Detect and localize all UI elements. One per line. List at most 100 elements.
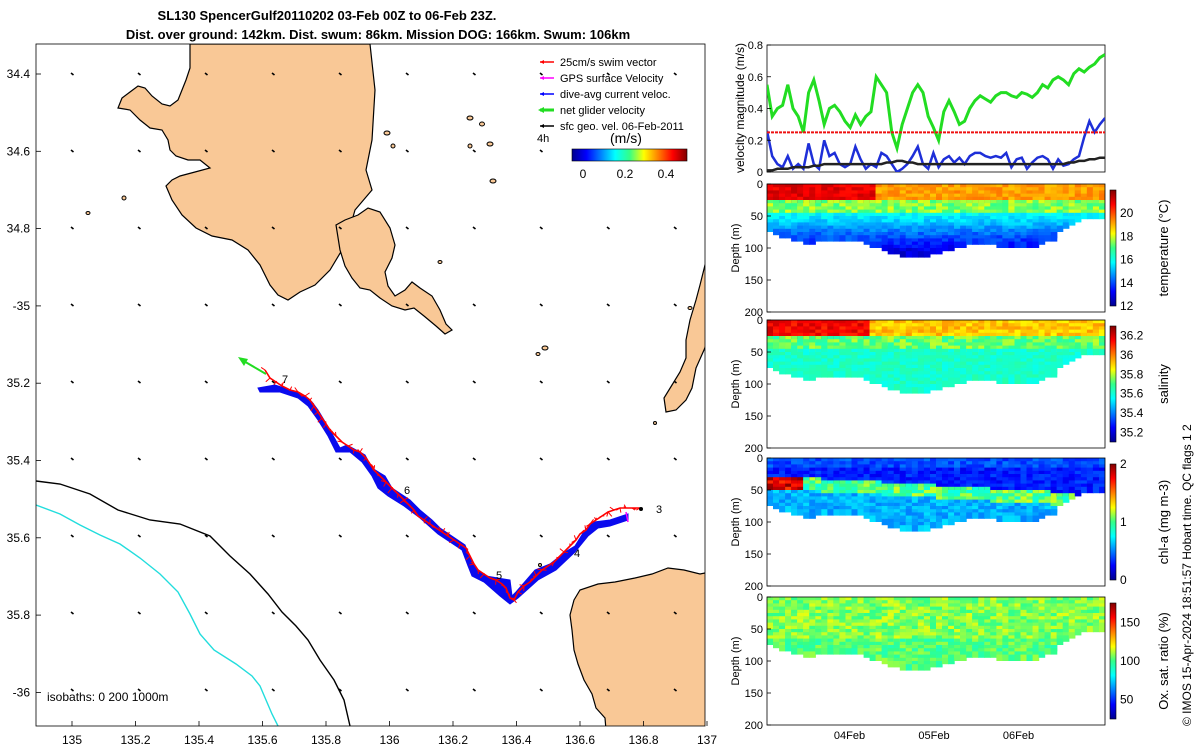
- section-cell: [984, 222, 991, 229]
- section-cell: [839, 235, 846, 242]
- lon-tick-label: 135.4: [184, 733, 214, 747]
- section-cell: [905, 190, 913, 197]
- section-cell: [875, 190, 883, 197]
- section-cell: [1086, 625, 1094, 633]
- section-cell: [972, 206, 979, 213]
- swim-vector-tick: [586, 523, 591, 527]
- section-cell: [1074, 342, 1082, 349]
- section-cell: [887, 238, 895, 245]
- legend-item-gps-velocity: GPS surface Velocity: [540, 73, 664, 85]
- section-cell: [1014, 377, 1022, 384]
- section-cell: [869, 241, 877, 248]
- section-cell: [869, 206, 877, 213]
- section-cell: [1038, 342, 1046, 349]
- section-cell: [773, 502, 780, 510]
- section-cell: [899, 326, 907, 333]
- section-cell: [887, 661, 895, 668]
- section-cell: [791, 496, 798, 503]
- sfc-vector: [137, 72, 141, 76]
- section-cell: [887, 496, 895, 503]
- section-cell: [978, 651, 985, 658]
- section-cell: [905, 358, 913, 365]
- section-cell: [833, 190, 840, 197]
- section-cell: [984, 238, 991, 245]
- section-cell: [1026, 326, 1034, 333]
- section-cell: [1086, 342, 1094, 349]
- section-cell: [948, 657, 955, 665]
- section-cell: [978, 342, 985, 349]
- section-cell: [809, 206, 816, 213]
- section-cell: [1020, 241, 1028, 248]
- swim-vector-tick: [275, 380, 278, 383]
- section-cell: [893, 384, 901, 391]
- swim-vector-tick: [559, 548, 565, 553]
- section-cell: [797, 342, 804, 349]
- section-cell: [1014, 654, 1022, 661]
- lon-tick-label: 136.6: [565, 733, 595, 747]
- section-cell: [821, 222, 828, 229]
- section-cell: [1099, 212, 1105, 220]
- section-cell: [767, 480, 774, 487]
- colorbar-tick-label: 12: [1120, 299, 1134, 313]
- section-cell: [1020, 374, 1028, 381]
- section-colorbar: [1109, 463, 1117, 581]
- section-cell: [881, 464, 889, 471]
- section-cell: [1002, 358, 1009, 365]
- section-cell: [1092, 480, 1100, 487]
- sfc-vector: [70, 149, 74, 153]
- section-cell: [1026, 358, 1034, 365]
- swim-vector-tick: [465, 547, 469, 550]
- colorbar-tick-label: 150: [1120, 615, 1140, 629]
- section-cell: [809, 464, 816, 471]
- section-cell: [1044, 235, 1052, 242]
- section-cell: [791, 326, 798, 333]
- sfc-vector: [271, 380, 275, 384]
- swim-vector-tick: [363, 457, 367, 461]
- swim-vector-tick: [479, 573, 485, 579]
- sfc-vector: [472, 72, 476, 76]
- section-cell: [1068, 190, 1076, 197]
- section-cell: [978, 222, 985, 229]
- section-cell: [905, 326, 913, 333]
- section-cell: [797, 648, 804, 655]
- section-cell: [803, 342, 810, 349]
- section-cell: [887, 190, 895, 197]
- section-ytick-label: 50: [751, 347, 763, 359]
- section-cell: [1032, 358, 1040, 365]
- section-ytick-label: 150: [745, 549, 763, 561]
- section-cell: [936, 496, 943, 503]
- sfc-vector: [137, 226, 141, 230]
- section-cell: [893, 496, 901, 503]
- section-cell: [905, 206, 913, 213]
- section-cell: [996, 654, 1003, 661]
- section-xtick-label: 04Feb: [834, 730, 865, 742]
- section-cell: [1044, 222, 1052, 229]
- section-cell: [911, 374, 919, 381]
- section-cell: [954, 326, 961, 333]
- section-cell: [1032, 515, 1040, 522]
- section-cell: [1038, 651, 1046, 658]
- section-cell: [899, 190, 907, 197]
- section-cell: [1074, 352, 1082, 359]
- swim-vector-tick: [380, 480, 387, 483]
- section-cell: [1014, 326, 1022, 333]
- section-cell: [1080, 206, 1088, 213]
- section-cell: [845, 235, 853, 242]
- swim-vector-tick: [441, 528, 446, 533]
- section-cell: [827, 480, 834, 487]
- section-cells: [767, 597, 1105, 671]
- section-cell: [791, 509, 798, 516]
- sfc-vector: [204, 149, 208, 153]
- section-cell: [923, 387, 931, 394]
- colorbar-tick-label: 100: [1120, 654, 1140, 668]
- section-cell: [942, 190, 949, 197]
- section-cell: [839, 358, 846, 365]
- section-cell: [1074, 490, 1082, 497]
- section-cell: [905, 222, 913, 229]
- sfc-vector: [539, 149, 543, 153]
- section-cell: [875, 515, 883, 522]
- section-cell: [857, 190, 865, 197]
- lat-tick-label: 35.8: [7, 608, 31, 622]
- section-cell: [1008, 342, 1015, 349]
- swim-vector-tick: [352, 449, 355, 454]
